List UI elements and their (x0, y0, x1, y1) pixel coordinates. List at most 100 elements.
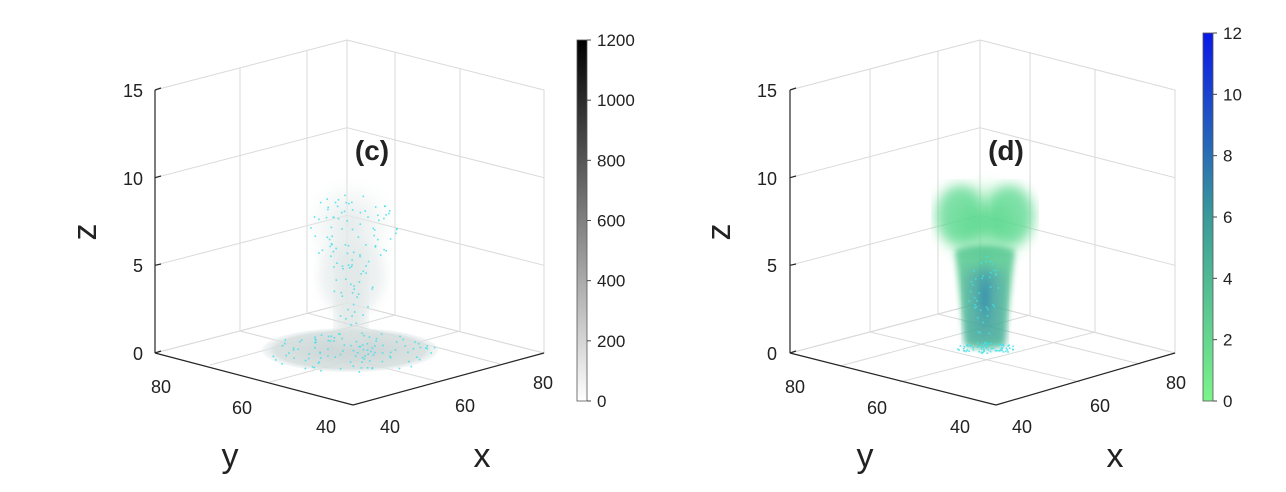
panel-c-particle (362, 195, 365, 198)
panel-d-particle (995, 274, 997, 276)
panel-c-particle (362, 348, 365, 351)
panel-c-particle (341, 295, 344, 297)
panel-c-particle (377, 238, 379, 241)
panel-d-colorbar-tick-label: 0 (1223, 392, 1232, 411)
panel-c-particle (343, 344, 346, 346)
panel-c-particle (367, 306, 369, 308)
panel-d-particle (974, 304, 976, 306)
panel-d-particle (965, 350, 967, 353)
panel-c-particle (304, 367, 307, 370)
panel-d-particle (992, 347, 995, 350)
panel-c-particle (307, 357, 310, 360)
panel-c-particle (361, 361, 363, 363)
panel-d-particle (957, 348, 959, 350)
panel-c-particle (404, 345, 407, 347)
panel-c-label: (c) (355, 135, 389, 166)
panel-c-particle (398, 367, 401, 370)
panel-d-particle (994, 349, 997, 352)
panel-c-particle (329, 245, 331, 248)
panel-d-particle (988, 343, 990, 345)
panel-d-particle (1012, 348, 1014, 351)
panel-d-particle (983, 348, 985, 351)
panel-c-colorbar-tick-label: 800 (597, 151, 625, 170)
panel-c-colorbar: 0 200 400 600 800 1000 1200 (576, 31, 635, 411)
panel-d-particle (980, 348, 983, 350)
panel-d-y-tick: 80 (785, 377, 805, 397)
panel-c-particle (410, 365, 413, 368)
panel-c-particle (352, 349, 355, 352)
panel-c-particle (344, 194, 346, 197)
panel-d-volume (933, 177, 1037, 354)
panel-c-particle (272, 355, 275, 358)
panel-c-particle (340, 291, 343, 294)
panel-c-axes (154, 87, 545, 406)
panel-d-particle (989, 286, 992, 288)
panel-d-particle (980, 346, 983, 348)
panel-c-particle (367, 353, 369, 355)
panel-c-particle (315, 341, 317, 344)
panel-d-particle (970, 345, 972, 347)
panel-c-particle (299, 341, 301, 343)
panel-c-particle (366, 367, 369, 369)
panel-c-particle (314, 338, 316, 340)
panel-c-particle (330, 335, 333, 337)
panel-c-particle (292, 347, 295, 349)
panel-c-particle (363, 358, 366, 360)
panel-d-particle (966, 344, 969, 346)
panel-c-particle (380, 333, 383, 336)
panel-c-particle (275, 359, 277, 361)
panel-d-particle (994, 343, 996, 345)
panel-c-particle (395, 228, 398, 231)
panel-c-particle (314, 346, 316, 349)
panel-d-particle (983, 350, 985, 352)
panel-c-particle (365, 244, 367, 246)
panel-c-particle (332, 250, 335, 253)
panel-d-x-label: x (1107, 437, 1124, 475)
panel-c-particle (333, 336, 336, 339)
panel-c-particle (385, 214, 387, 216)
panel-c-particle (389, 355, 391, 358)
panel-d-particle (982, 351, 985, 353)
panel-c-y-label: y (222, 437, 239, 475)
panel-c-particle (339, 353, 342, 356)
panel-c-y-tick: 60 (232, 398, 252, 418)
panel-c-particle (288, 352, 290, 354)
panel-c-particle (356, 352, 359, 354)
panel-c-particle (301, 339, 303, 341)
panel-d-particle (976, 346, 979, 348)
panel-c-particle (350, 344, 352, 347)
panel-c-particle (359, 255, 361, 258)
panel-c-particle (408, 360, 410, 363)
panel-d-particle (984, 342, 986, 344)
panel-c-particle (329, 340, 332, 342)
panel-d-particle (980, 262, 982, 264)
panel-c-particle (326, 236, 329, 239)
panel-c-particle (367, 260, 370, 263)
panel-c-particle (418, 358, 421, 361)
panel-c-y-tick: 80 (151, 377, 171, 397)
panel-c-particle (346, 220, 348, 222)
panel-c-particle (351, 209, 354, 211)
panel-c-particle (345, 201, 348, 204)
panel-d-particle (963, 346, 966, 348)
panel-d-particle (978, 292, 981, 294)
panel-c-particle (352, 365, 355, 368)
panel-d-y-tick: 40 (950, 417, 970, 437)
panel-c-particle (371, 347, 374, 349)
panel-d-particle (1012, 345, 1014, 348)
panel-c-particle (317, 362, 320, 364)
panel-d-z-tick: 0 (767, 344, 777, 364)
panel-c-particle (366, 343, 369, 345)
panel-d-particle (1000, 349, 1002, 351)
panel-c-particle (425, 347, 427, 349)
panel-c-particle (318, 218, 320, 221)
panel-d-particle (977, 331, 980, 333)
panel-c-z-label: z (66, 224, 104, 241)
panel-c-particle (360, 273, 362, 275)
panel-c-particle (311, 366, 314, 368)
panel-c-z-tick: 15 (123, 81, 143, 101)
panel-d-particle (1008, 344, 1010, 347)
panel-c-particle (313, 216, 316, 218)
panel-c-particle (426, 347, 429, 350)
panel-c-particle (347, 264, 350, 266)
